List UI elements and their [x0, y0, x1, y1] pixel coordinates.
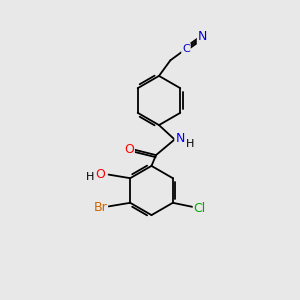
Text: C: C	[182, 44, 190, 54]
Text: N: N	[175, 132, 185, 145]
Text: O: O	[95, 167, 105, 181]
Text: Br: Br	[93, 201, 107, 214]
Text: H: H	[86, 172, 94, 182]
Text: Cl: Cl	[194, 202, 206, 215]
Text: O: O	[124, 142, 134, 156]
Text: H: H	[186, 139, 194, 149]
Text: N: N	[198, 30, 207, 44]
